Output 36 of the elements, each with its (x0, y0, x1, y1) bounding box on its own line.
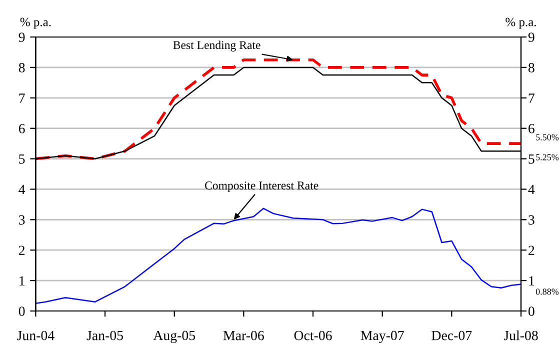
x-tick-label: Oct-06 (294, 330, 332, 340)
y-tick-label: 8 (18, 63, 25, 72)
y2-axis-title: % p.a. (506, 18, 536, 29)
y2-tick-label: 4 (528, 184, 535, 194)
y-tick-label: 4 (18, 184, 26, 194)
annotation: 5.25% (536, 154, 559, 160)
y2-tick-label: 0 (528, 306, 534, 316)
y-tick-label: 9 (18, 32, 25, 42)
annotation: Composite Interest Rate (204, 182, 318, 192)
x-tick-label: Dec-07 (432, 330, 472, 340)
y-tick-label: 3 (19, 215, 25, 225)
y2-tick-label: 1 (529, 276, 534, 286)
x-tick-label: Mar-06 (223, 330, 264, 340)
x-tick-label: Jun-04 (17, 330, 54, 340)
x-tick-label: Jul-08 (504, 330, 538, 340)
x-tick-label: Jan-05 (86, 330, 123, 340)
y2-tick-label: 2 (528, 246, 534, 255)
annotation: 5.50% (536, 134, 559, 140)
y2-tick-label: 3 (528, 215, 534, 225)
y-axis-title: % p.a. (20, 18, 51, 29)
y-tick-label: 7 (19, 94, 25, 103)
y2-tick-label: 5 (528, 154, 534, 164)
y2-tick-label: 9 (528, 32, 534, 42)
y-tick-label: 5 (19, 154, 25, 164)
y-tick-label: 1 (20, 276, 24, 286)
y-tick-label: 0 (18, 306, 25, 316)
y2-tick-label: 8 (528, 63, 534, 72)
annotation: Best Lending Rate (173, 40, 260, 52)
annotation: 0.88% (536, 288, 559, 295)
y2-tick-label: 6 (528, 124, 534, 134)
y2-tick-label: 7 (528, 94, 534, 103)
y-tick-label: 6 (18, 124, 25, 134)
x-tick-label: Aug-05 (153, 330, 196, 344)
y-tick-label: 2 (18, 246, 25, 255)
line-series (36, 208, 521, 304)
x-tick-label: May-07 (360, 330, 404, 344)
